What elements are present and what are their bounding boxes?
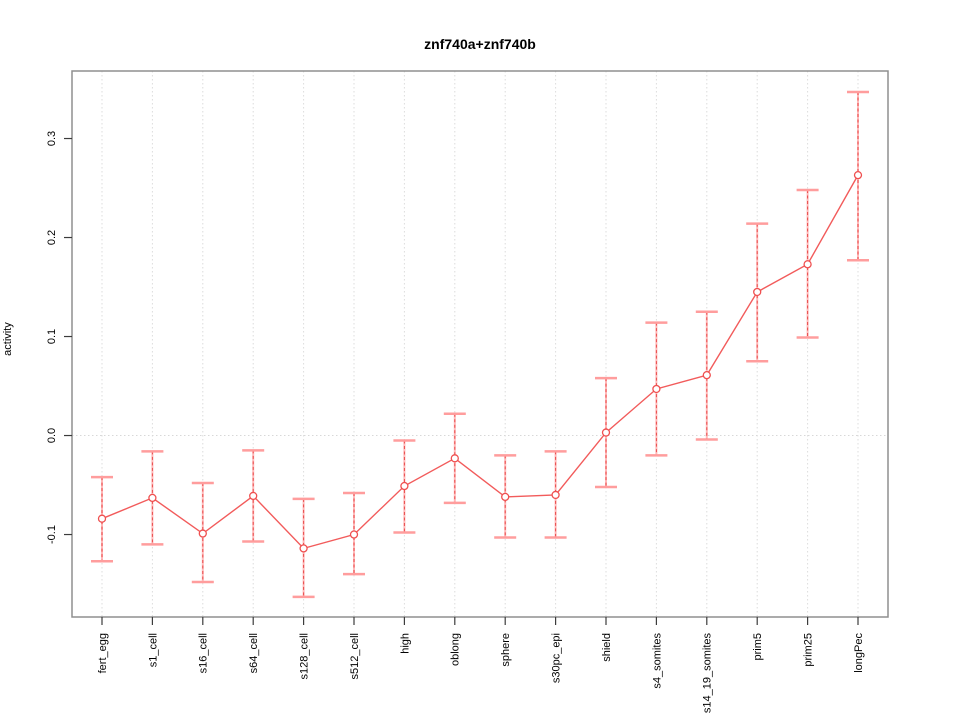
data-point (97, 514, 107, 523)
data-point (249, 491, 258, 501)
series-line (101, 174, 859, 550)
x-tick-label: s128_cell (298, 633, 310, 679)
y-tick-label: -0.1 (46, 525, 58, 544)
x-tick-label: s30pc_epi (550, 633, 562, 683)
x-tick-label: s512_cell (349, 633, 361, 679)
data-point (803, 260, 812, 269)
data-point (551, 490, 560, 500)
y-axis-label: activity (2, 322, 14, 356)
x-tick-label: s16_cell (198, 633, 210, 673)
y-tick-label: 0.1 (46, 329, 58, 344)
data-point (601, 428, 611, 437)
x-tick-label: oblong (450, 633, 462, 666)
data-point (400, 481, 409, 491)
x-tick-label: s1_cell (147, 633, 159, 667)
data-point (299, 544, 308, 553)
data-point (450, 454, 459, 463)
data-point (198, 529, 207, 538)
plot-frame (71, 70, 889, 618)
x-tick-label: high (399, 633, 411, 654)
chart-title: znf740a+znf740b (424, 36, 536, 52)
y-tick-label: 0.2 (46, 230, 58, 245)
x-tick-label: fert_egg (97, 633, 109, 673)
x-tick-label: prim25 (802, 633, 814, 667)
data-point (702, 370, 711, 380)
data-point (148, 493, 157, 503)
x-tick-label: s4_somites (651, 633, 663, 689)
x-tick-label: sphere (500, 633, 512, 667)
x-tick-label: shield (601, 633, 613, 662)
data-point (853, 171, 863, 180)
x-tick-label: s14_19_somites (702, 633, 714, 714)
data-point (652, 384, 661, 394)
x-tick-label: longPec (853, 633, 865, 673)
data-point (501, 492, 510, 502)
data-point (753, 287, 762, 297)
data-point (349, 530, 359, 539)
x-tick-label: s64_cell (248, 633, 260, 673)
y-tick-label: 0.3 (46, 131, 58, 146)
x-tick-label: prim5 (752, 633, 764, 661)
y-tick-label: 0.0 (46, 428, 58, 443)
